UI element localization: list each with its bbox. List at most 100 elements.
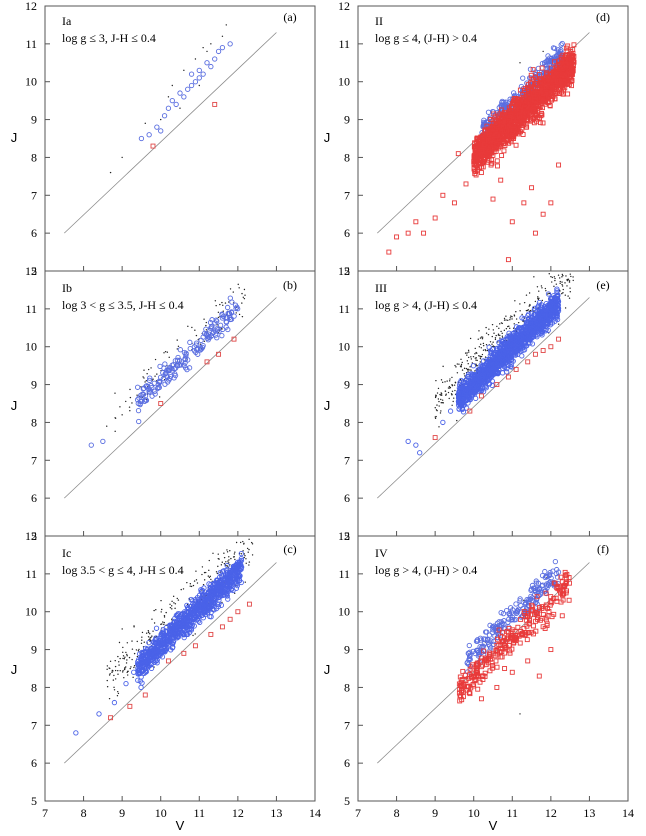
data-point	[445, 393, 447, 395]
data-point	[474, 353, 476, 355]
data-point	[169, 365, 175, 372]
data-point	[117, 690, 119, 693]
panel-d-tag: (d)	[596, 10, 610, 24]
data-point	[200, 343, 206, 349]
data-point	[491, 323, 494, 326]
data-point	[444, 381, 446, 383]
data-point	[243, 556, 245, 559]
panel-a-frame	[44, 5, 316, 272]
data-point	[244, 581, 246, 583]
data-point	[539, 112, 545, 118]
y-tick-label: 11	[338, 37, 350, 51]
data-point	[506, 117, 512, 123]
data-point	[131, 648, 134, 650]
data-point	[225, 561, 227, 563]
data-point	[542, 60, 548, 66]
data-point	[147, 389, 153, 395]
data-point	[224, 577, 231, 584]
panel-c-tag: (c)	[283, 542, 296, 556]
data-point	[519, 303, 521, 305]
data-point	[195, 570, 197, 572]
data-point	[513, 314, 515, 316]
data-point	[163, 621, 165, 624]
data-point	[447, 387, 450, 389]
data-point	[553, 65, 559, 71]
data-point	[568, 48, 574, 54]
panel-e-ylabel: J	[324, 398, 331, 413]
data-point	[248, 538, 250, 540]
data-point	[475, 359, 477, 361]
data-point	[204, 60, 210, 66]
data-point	[436, 409, 438, 412]
data-point	[526, 97, 532, 103]
data-point	[232, 563, 238, 569]
data-point	[529, 185, 535, 191]
panel-a-tag: (a)	[283, 10, 296, 24]
data-point	[565, 43, 571, 49]
data-point	[440, 394, 443, 397]
data-point	[73, 730, 79, 736]
data-point	[528, 292, 531, 294]
data-point	[405, 230, 411, 236]
data-point	[556, 58, 562, 64]
data-point	[154, 654, 160, 660]
data-point	[569, 77, 575, 83]
data-point	[187, 346, 193, 352]
data-point	[550, 70, 556, 76]
data-point	[108, 697, 111, 700]
data-point	[175, 611, 182, 617]
data-point	[147, 631, 150, 634]
data-point	[202, 604, 208, 610]
data-point	[510, 90, 517, 96]
panel-a-label-1: Ia	[62, 14, 72, 28]
data-point	[557, 87, 562, 93]
data-point	[470, 369, 472, 371]
data-point	[136, 669, 142, 675]
data-point	[546, 293, 549, 295]
data-point	[181, 621, 187, 627]
data-point	[160, 611, 162, 613]
data-point	[505, 137, 511, 142]
data-point	[562, 292, 564, 294]
data-point	[144, 122, 146, 125]
x-tick-label: 7	[42, 806, 48, 820]
data-point	[405, 438, 411, 445]
data-point	[118, 664, 120, 666]
data-point	[559, 64, 565, 70]
y-tick-label: 5	[344, 529, 350, 543]
data-point	[218, 558, 220, 560]
data-point	[563, 58, 569, 64]
data-point	[557, 91, 563, 97]
data-point	[538, 113, 544, 119]
data-point	[181, 94, 187, 100]
data-point	[162, 361, 168, 367]
data-point	[212, 101, 218, 107]
data-point	[171, 600, 173, 603]
data-point	[485, 326, 487, 329]
data-point	[515, 325, 522, 331]
data-point	[112, 679, 115, 681]
data-point	[567, 295, 569, 297]
data-point	[205, 329, 208, 331]
data-point	[226, 551, 229, 553]
data-point	[532, 306, 535, 309]
data-point	[532, 95, 538, 101]
y-tick-label: 9	[31, 113, 37, 127]
data-point	[152, 630, 154, 632]
panel-b-plot	[64, 283, 277, 499]
data-point	[123, 680, 129, 687]
data-point	[437, 387, 440, 390]
data-point	[141, 639, 143, 641]
data-point	[217, 553, 219, 555]
data-point	[175, 354, 181, 361]
data-point	[479, 337, 482, 339]
data-point	[233, 553, 236, 555]
data-point	[199, 343, 202, 345]
data-point	[205, 321, 208, 324]
data-point	[187, 339, 193, 345]
data-point	[168, 356, 170, 359]
data-point	[242, 540, 244, 543]
data-point	[475, 351, 477, 354]
data-point	[499, 323, 501, 325]
data-point	[142, 692, 148, 698]
